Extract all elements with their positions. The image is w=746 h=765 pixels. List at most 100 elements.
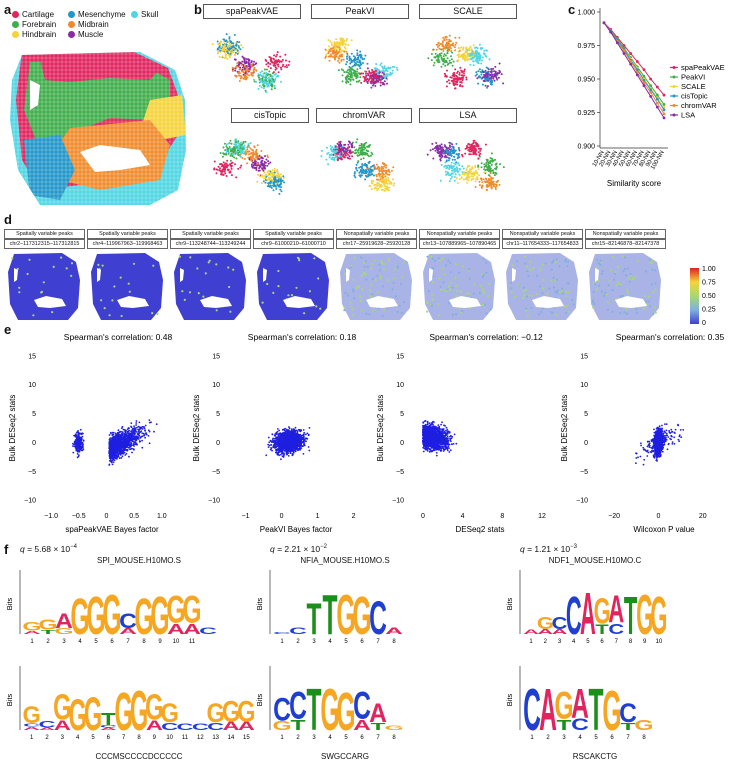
umap-point (331, 156, 334, 159)
heatmap-spot (197, 292, 200, 295)
umap-point (236, 141, 239, 144)
umap-point (258, 78, 261, 81)
scatter-point (72, 445, 74, 447)
umap-point (450, 40, 452, 43)
umap-point (328, 49, 331, 52)
umap-point (235, 49, 238, 52)
series-point (649, 88, 653, 92)
heatmap-spot (156, 312, 159, 316)
umap-point (368, 70, 371, 73)
umap-point (436, 55, 439, 58)
heatmap-spot (360, 309, 363, 312)
scatter-point (125, 435, 128, 438)
heatmap-spot (319, 307, 322, 310)
umap-point (231, 68, 234, 71)
umap-point (341, 145, 344, 148)
umap-point (450, 165, 453, 168)
heatmap-spot (447, 302, 450, 305)
umap-point (445, 159, 448, 162)
umap-point (448, 42, 451, 45)
heatmap-tile (91, 253, 163, 320)
umap-point (227, 150, 230, 153)
umap-point (385, 170, 388, 173)
umap-point (358, 72, 360, 75)
umap-point (494, 74, 497, 77)
umap-point (380, 181, 383, 184)
x-axis-title: Similarity score (607, 179, 662, 188)
umap-point (342, 58, 345, 61)
umap-point (221, 155, 224, 158)
umap-point (247, 153, 250, 156)
umap-point (490, 83, 493, 86)
umap-point (460, 74, 463, 77)
umap-point (465, 46, 468, 49)
umap-point (465, 145, 468, 147)
umap-point (468, 170, 471, 173)
scatter-point (111, 463, 114, 466)
heatmap-spot (622, 255, 625, 258)
scatter-point (136, 431, 138, 433)
heatmap-spot (619, 283, 622, 286)
umap-point (480, 62, 483, 65)
umap-point (239, 147, 242, 150)
heatmap-spot (355, 286, 358, 290)
umap-point (350, 39, 353, 42)
colorbar-tick-label: 0.75 (702, 280, 716, 287)
scatter-point (135, 422, 138, 424)
umap-point (366, 145, 369, 148)
umap-point (262, 87, 265, 90)
umap-point (346, 60, 349, 63)
heatmap-spot (449, 288, 452, 291)
umap-point (257, 73, 260, 76)
umap-point (349, 75, 352, 78)
umap-point (350, 58, 352, 61)
umap-point (340, 155, 343, 158)
umap-point (443, 53, 446, 56)
heatmap-spot (381, 314, 384, 317)
umap-point (235, 157, 238, 160)
umap-point (347, 143, 350, 146)
umap-point (229, 147, 232, 150)
umap-point (266, 170, 269, 173)
umap-point (470, 175, 473, 178)
umap-point (226, 159, 229, 162)
scatter-point (79, 428, 82, 431)
heatmap-spot (478, 292, 481, 295)
scatter-point (132, 440, 135, 443)
umap-point (280, 80, 282, 83)
legend-swatch (12, 11, 19, 18)
umap-point (345, 75, 348, 78)
umap-point (463, 173, 466, 176)
scatter-point (144, 432, 147, 435)
umap-point (340, 58, 343, 61)
umap-panel (213, 138, 286, 195)
heatmap-spot (613, 278, 616, 281)
heatmap-spot (525, 295, 528, 298)
umap-point (489, 157, 492, 160)
heatmap-spot (42, 281, 45, 284)
legend-label: Hindbrain (22, 30, 57, 39)
umap-point (346, 38, 348, 40)
scatter-point (132, 433, 135, 435)
series-point (662, 116, 666, 120)
series-spaPeakVAE (602, 21, 666, 97)
umap-point (360, 56, 363, 59)
umap-point (455, 153, 458, 156)
umap-point (351, 155, 354, 158)
heatmap-spot (652, 291, 655, 294)
umap-point (494, 188, 497, 191)
umap-point (490, 68, 493, 70)
umap-point (483, 165, 486, 168)
umap-point (258, 158, 261, 161)
umap-point (359, 67, 362, 70)
umap-point (255, 148, 258, 151)
umap-point (482, 76, 485, 79)
umap-point (365, 164, 368, 167)
heatmap-spot (600, 261, 603, 264)
umap-point (455, 80, 458, 83)
umap-point (383, 67, 386, 69)
umap-point (450, 161, 453, 164)
heatmap-spot (379, 277, 382, 280)
umap-point (460, 55, 463, 57)
umap-point (458, 152, 460, 155)
